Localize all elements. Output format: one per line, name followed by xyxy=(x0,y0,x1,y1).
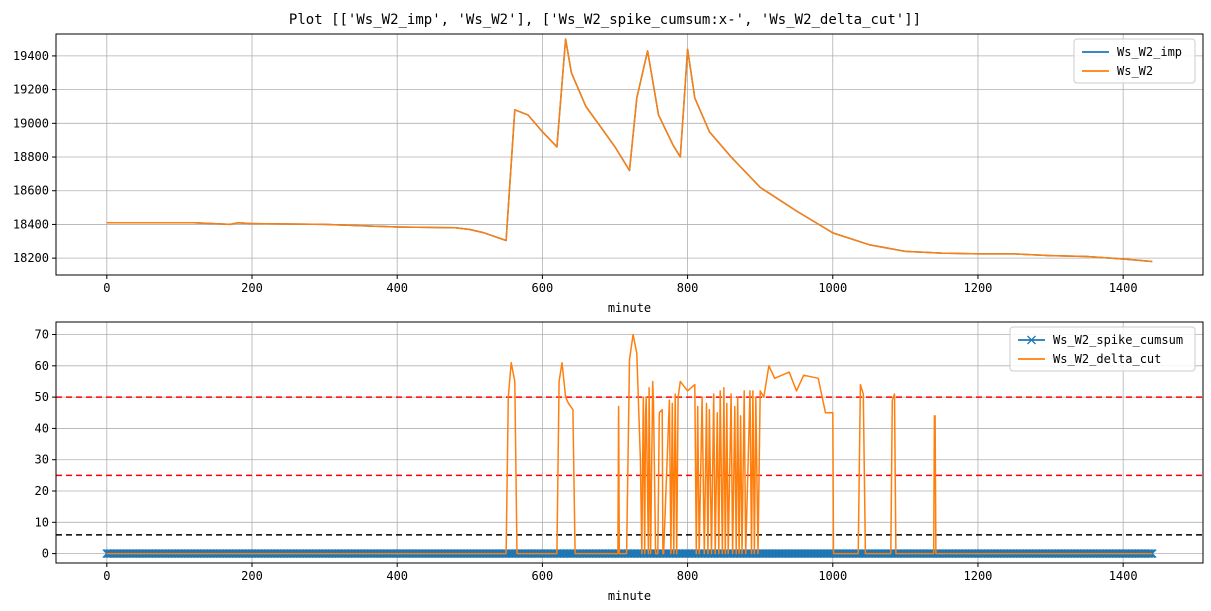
top-ytick-label-4: 19000 xyxy=(13,116,49,130)
bottom-ytick-label-1: 10 xyxy=(35,515,49,529)
bottom-ytick-label-0: 0 xyxy=(42,547,49,561)
bottom-legend: Ws_W2_spike_cumsum Ws_W2_delta_cut xyxy=(1009,326,1196,372)
bottom-ytick-label-7: 70 xyxy=(35,328,49,342)
top-series-Ws_W2 xyxy=(106,38,1153,263)
top-chart: 0 200 400 600 800 1000 1200 1400 18200 18400 18600… xyxy=(13,33,1204,315)
top-ytick-label-1: 18400 xyxy=(13,217,49,231)
bottom-legend-marker-Ws_W2_spike_cumsum xyxy=(1027,335,1036,345)
bottom-series-Ws_W2_delta_cut xyxy=(106,333,1153,555)
bottom-xtick-label-1: 200 xyxy=(241,569,263,583)
top-xlabel: minute xyxy=(608,301,651,315)
bottom-xtick-label-0: 0 xyxy=(103,569,110,583)
bottom-ytick-label-5: 50 xyxy=(35,390,49,404)
top-xtick-label-3: 600 xyxy=(532,281,554,295)
top-xtick-label-5: 1000 xyxy=(818,281,847,295)
top-axes-frame xyxy=(55,33,1204,276)
top-ytick-label-5: 19200 xyxy=(13,83,49,97)
bottom-axes-frame xyxy=(55,321,1204,564)
bottom-legend-label-Ws_W2_spike_cumsum: Ws_W2_spike_cumsum xyxy=(1053,333,1183,347)
top-legend-label-Ws_W2: Ws_W2 xyxy=(1117,64,1153,78)
bottom-xlabel: minute xyxy=(608,589,651,603)
top-legend-label-Ws_W2_imp: Ws_W2_imp xyxy=(1117,45,1182,59)
top-ytick-label-3: 18800 xyxy=(13,150,49,164)
top-xtick-label-6: 1200 xyxy=(964,281,993,295)
bottom-chart: 0 200 400 600 800 1000 1200 1400 0 10 20 30 40 50 60 70… xyxy=(35,321,1204,603)
top-xtick-label-7: 1400 xyxy=(1109,281,1138,295)
top-ytick-label-0: 18200 xyxy=(13,251,49,265)
top-ytick-label-2: 18600 xyxy=(13,184,49,198)
top-legend-box xyxy=(1073,38,1196,84)
top-xtick-label-1: 200 xyxy=(241,281,263,295)
top-ytick-label-6: 19400 xyxy=(13,49,49,63)
top-xtick-label-0: 0 xyxy=(103,281,110,295)
bottom-xtick-label-4: 800 xyxy=(677,569,699,583)
bottom-ytick-label-4: 40 xyxy=(35,421,49,435)
bottom-xtick-label-3: 600 xyxy=(532,569,554,583)
bottom-xtick-label-6: 1200 xyxy=(964,569,993,583)
top-xtick-label-4: 800 xyxy=(677,281,699,295)
top-legend: Ws_W2_imp Ws_W2 xyxy=(1073,38,1196,84)
bottom-legend-box xyxy=(1009,326,1196,372)
bottom-xtick-label-2: 400 xyxy=(386,569,408,583)
bottom-ytick-label-6: 60 xyxy=(35,359,49,373)
top-xtick-label-2: 400 xyxy=(386,281,408,295)
bottom-xtick-label-5: 1000 xyxy=(818,569,847,583)
bottom-xtick-label-7: 1400 xyxy=(1109,569,1138,583)
bottom-ytick-label-2: 20 xyxy=(35,484,49,498)
figure-title: Plot [['Ws_W2_imp', 'Ws_W2'], ['Ws_W2_sp… xyxy=(289,12,921,28)
bottom-legend-label-Ws_W2_delta_cut: Ws_W2_delta_cut xyxy=(1053,352,1161,366)
bottom-ytick-label-3: 30 xyxy=(35,453,49,467)
